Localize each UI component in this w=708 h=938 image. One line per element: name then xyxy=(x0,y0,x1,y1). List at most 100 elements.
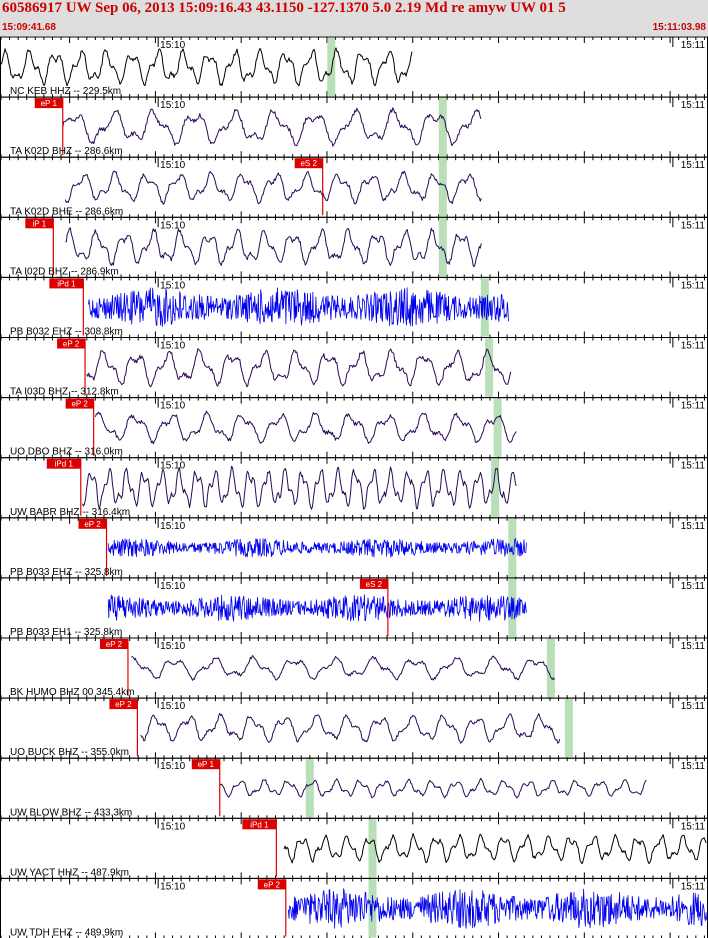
tick-label: 15:10 xyxy=(160,761,185,772)
waveform xyxy=(140,712,561,744)
pick-label: eP 2 xyxy=(106,640,123,649)
station-label: PB B033 EH1 -- 325.8km xyxy=(10,627,122,638)
pick-label: iP 1 xyxy=(33,219,47,228)
pick-label: eP 1 xyxy=(41,99,58,108)
tick-label: 15:11 xyxy=(681,881,706,892)
waveform xyxy=(107,594,527,622)
event-title: 60586917 UW Sep 06, 2013 15:09:16.43 43.… xyxy=(2,0,566,16)
waveform xyxy=(88,287,509,328)
tick-label: 15:11 xyxy=(681,341,706,352)
phase-window xyxy=(493,398,502,457)
pick-flag xyxy=(109,699,138,710)
station-label: BK HUMO BHZ 00 345.4km xyxy=(10,687,134,698)
waveform xyxy=(288,888,707,929)
pick-label: eS 2 xyxy=(300,159,317,168)
phase-window xyxy=(491,458,500,517)
waveform xyxy=(82,465,517,510)
waveform xyxy=(0,47,413,87)
station-label: TA I02D BHZ -- 286.9km xyxy=(10,266,119,277)
tick-label: 15:10 xyxy=(160,821,185,832)
pick-label: iPd 1 xyxy=(250,820,269,829)
tick-label: 15:11 xyxy=(681,821,706,832)
pick-label: eP 1 xyxy=(198,760,215,769)
pick-flag xyxy=(57,338,86,349)
trace-panel: 15:10 15:11 eP 2 UW TDH EHZ -- 489.9km xyxy=(0,877,708,938)
pick-flag xyxy=(257,879,286,890)
pick-flag xyxy=(191,759,220,770)
waveform xyxy=(94,410,517,445)
tick-label: 15:10 xyxy=(160,521,185,532)
trace-panel: 15:10 15:11 eS 2 TA K02D BHE -- 286.6km xyxy=(0,156,708,218)
phase-window xyxy=(368,819,377,878)
tick-label: 15:10 xyxy=(160,881,185,892)
station-label: NC KEB HHZ -- 229.5km xyxy=(10,86,121,97)
waveform xyxy=(219,777,647,799)
tick-label: 15:11 xyxy=(681,641,706,652)
pick-flag xyxy=(359,578,388,589)
pick-flag xyxy=(49,278,84,289)
station-label: UW YACT HHZ -- 487.9km xyxy=(10,867,129,878)
pick-flag xyxy=(242,819,277,830)
station-label: TA K02D BHZ -- 286.6km xyxy=(10,146,123,157)
station-label: PB B033 EHZ -- 325.8km xyxy=(10,567,123,578)
tick-label: 15:11 xyxy=(681,40,706,51)
tick-label: 15:11 xyxy=(681,220,706,231)
waveform xyxy=(86,348,512,388)
waveform xyxy=(107,538,527,558)
tick-label: 15:10 xyxy=(160,581,185,592)
trace-panel: 15:10 15:11 eP 2 TA I03D BHZ -- 312.8km xyxy=(0,337,708,399)
pick-label: eP 2 xyxy=(63,340,80,349)
trace-panel: 15:10 15:11 eP 1 UW BLOW BHZ -- 433.3km xyxy=(0,757,708,819)
trace-panel: 15:10 15:11 eP 2 BK HUMO BHZ 00 345.4km xyxy=(0,637,708,699)
tick-label: 15:10 xyxy=(160,461,185,472)
phase-window xyxy=(305,759,314,818)
pick-flag xyxy=(99,639,128,649)
trace-panel: 15:10 15:11 NC KEB HHZ -- 229.5km xyxy=(0,36,708,98)
phase-window xyxy=(327,38,336,97)
trace-panel: 15:10 15:11 eP 2 UO BUCK BHZ -- 355.0km xyxy=(0,697,708,759)
pick-label: eP 2 xyxy=(264,880,281,889)
tick-label: 15:11 xyxy=(681,701,706,712)
tick-label: 15:11 xyxy=(681,581,706,592)
end-time: 15:11:03.98 xyxy=(652,22,706,33)
pick-label: eP 2 xyxy=(71,400,88,409)
trace-panel: 15:10 15:11 eS 2 PB B033 EH1 -- 325.8km xyxy=(0,577,708,639)
tick-label: 15:10 xyxy=(160,40,185,51)
phase-window xyxy=(438,218,447,277)
trace-panel: 15:10 15:11 eP 1 TA K02D BHZ -- 286.6km xyxy=(0,96,708,158)
start-time: 15:09:41.68 xyxy=(2,22,56,33)
tick-label: 15:11 xyxy=(681,401,706,412)
station-label: TA I03D BHZ -- 312.8km xyxy=(10,387,119,398)
waveform xyxy=(62,107,482,147)
phase-window xyxy=(438,98,447,157)
phase-window xyxy=(485,338,494,397)
station-label: PB B032 EHZ -- 308.8km xyxy=(10,327,123,338)
tick-label: 15:10 xyxy=(160,100,185,111)
station-label: UO BUCK BHZ -- 355.0km xyxy=(10,747,129,758)
pick-flag xyxy=(25,218,54,229)
tick-label: 15:10 xyxy=(160,160,185,171)
tick-label: 15:10 xyxy=(160,341,185,352)
waveform xyxy=(283,833,707,865)
tick-label: 15:10 xyxy=(160,401,185,412)
tick-label: 15:11 xyxy=(681,521,706,532)
phase-window xyxy=(546,639,555,698)
pick-flag xyxy=(34,98,63,109)
pick-flag xyxy=(46,458,81,469)
tick-label: 15:10 xyxy=(160,641,185,652)
pick-label: eS 2 xyxy=(366,580,383,589)
tick-label: 15:10 xyxy=(160,701,185,712)
tick-label: 15:10 xyxy=(160,220,185,231)
waveform xyxy=(65,227,482,267)
pick-flag xyxy=(65,398,94,409)
header-bar: 60586917 UW Sep 06, 2013 15:09:16.43 43.… xyxy=(0,0,708,36)
trace-panel: 15:10 15:11 iP 1 TA I02D BHZ -- 286.9km xyxy=(0,216,708,278)
station-label: UW TDH EHZ -- 489.9km xyxy=(10,928,123,938)
trace-panel: 15:10 15:11 eP 2 UO DBO BHZ -- 316.0km xyxy=(0,397,708,459)
waveform xyxy=(131,655,555,681)
tick-label: 15:11 xyxy=(681,100,706,111)
phase-window xyxy=(564,699,573,758)
station-label: TA K02D BHE -- 286.6km xyxy=(10,206,123,217)
trace-panel: 15:10 15:11 iPd 1 UW YACT HHZ -- 487.9km xyxy=(0,817,708,879)
